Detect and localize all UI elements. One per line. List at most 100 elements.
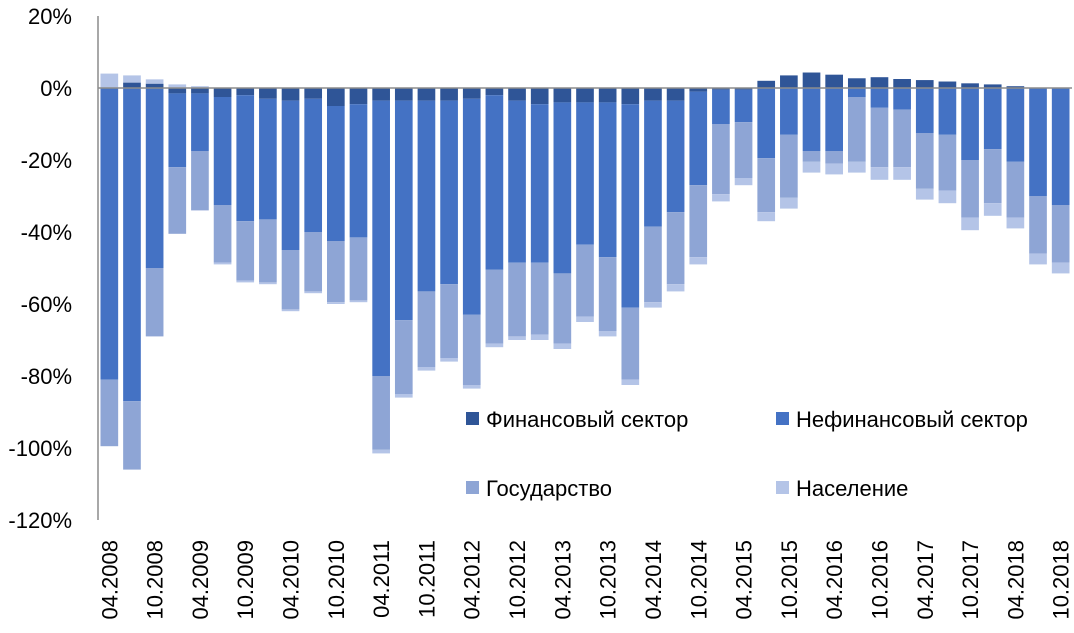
x-tick-label: 10.2010 [324, 540, 349, 620]
bar-07.2015-series-3 [757, 212, 776, 222]
bar-07.2012-series-1 [485, 95, 504, 270]
bar-04.2018-series-1 [1006, 88, 1025, 162]
bar-01.2018-series-0 [983, 84, 1002, 88]
bar-10.2011-series-0 [417, 88, 436, 101]
bar-04.2018-series-0 [1006, 86, 1025, 88]
y-tick-label: 0% [40, 76, 72, 101]
bar-10.2010-series-2 [327, 241, 345, 303]
bar-10.2009-series-1 [236, 95, 255, 222]
bar-01.2015-series-0 [712, 88, 730, 90]
bar-01.2011-series-2 [349, 237, 368, 301]
x-tick-label: 04.2017 [913, 540, 938, 620]
bar-10.2011-series-1 [417, 100, 436, 292]
bar-10.2014-series-1 [689, 91, 708, 186]
bar-01.2012-series-0 [440, 88, 458, 101]
bar-07.2017-series-3 [938, 190, 957, 204]
bar-07.2011-series-2 [394, 320, 413, 394]
bar-10.2013-series-2 [598, 257, 617, 331]
x-tick-label: 10.2011 [414, 540, 439, 618]
bar-07.2009-series-0 [213, 88, 232, 97]
bar-07.2016-series-0 [847, 78, 866, 88]
bar-07.2013-series-1 [576, 102, 594, 245]
bar-04.2016-series-0 [825, 74, 843, 88]
bar-04.2008-series-2 [100, 379, 119, 447]
bar-01.2018-series-1 [983, 88, 1002, 150]
bar-07.2012-series-3 [485, 343, 504, 348]
bar-04.2008-series-1 [100, 88, 119, 380]
bar-07.2008-series-3 [123, 75, 141, 83]
bar-07.2008-series-0 [123, 82, 141, 88]
bar-04.2011-series-2 [372, 376, 390, 450]
bar-01.2016-series-2 [802, 151, 821, 162]
x-tick-label: 10.2012 [505, 540, 530, 620]
bar-04.2014-series-2 [644, 226, 662, 303]
bar-10.2016-series-3 [870, 167, 889, 180]
bar-01.2012-series-3 [440, 358, 458, 362]
bar-10.2017-series-3 [961, 217, 979, 231]
bar-07.2008-series-1 [123, 88, 141, 402]
bar-01.2009-series-3 [168, 84, 187, 88]
bar-10.2015-series-0 [780, 75, 798, 88]
bar-01.2017-series-1 [893, 88, 911, 110]
bar-07.2011-series-3 [394, 394, 413, 398]
bar-07.2010-series-1 [304, 98, 323, 232]
bar-01.2013-series-1 [530, 104, 549, 263]
bar-01.2015-series-3 [712, 194, 730, 202]
bar-04.2013-series-0 [553, 88, 572, 103]
bar-07.2010-series-0 [304, 88, 323, 99]
x-tick-label: 04.2018 [1003, 540, 1028, 620]
legend: Финансовый сектор Нефинансовый сектор Госу… [466, 407, 1028, 501]
bar-01.2012-series-2 [440, 284, 458, 358]
bar-07.2013-series-0 [576, 88, 594, 103]
bar-01.2014-series-1 [621, 104, 640, 308]
y-tick-label: -20% [21, 148, 72, 173]
bar-04.2012-series-1 [462, 98, 481, 315]
bar-10.2014-series-3 [689, 257, 708, 265]
bar-01.2017-series-0 [893, 79, 911, 88]
bar-07.2014-series-0 [666, 88, 685, 101]
x-tick-label: 10.2015 [777, 540, 802, 620]
bar-04.2010-series-1 [281, 100, 300, 250]
bar-07.2010-series-3 [304, 291, 323, 294]
bar-10.2013-series-0 [598, 88, 617, 103]
bar-10.2015-series-1 [780, 88, 798, 135]
bar-01.2011-series-3 [349, 300, 368, 303]
bar-01.2015-series-1 [712, 89, 730, 124]
y-tick-label: -80% [21, 364, 72, 389]
bar-10.2018-series-2 [1051, 205, 1070, 263]
bar-10.2010-series-0 [327, 88, 345, 106]
bar-04.2009-series-1 [191, 93, 209, 151]
bar-01.2017-series-3 [893, 167, 911, 180]
bar-01.2016-series-3 [802, 161, 821, 173]
bar-01.2009-series-1 [168, 93, 187, 168]
bar-01.2010-series-0 [259, 88, 277, 99]
x-tick-label: 10.2017 [958, 540, 983, 620]
bar-10.2013-series-1 [598, 102, 617, 258]
bar-07.2011-series-1 [394, 100, 413, 321]
bar-07.2014-series-1 [666, 100, 685, 213]
bar-07.2012-series-2 [485, 269, 504, 344]
bar-01.2016-series-1 [802, 88, 821, 151]
x-tick-label: 04.2015 [732, 540, 757, 620]
bar-07.2017-series-2 [938, 134, 957, 191]
bar-04.2009-series-2 [191, 151, 209, 211]
bar-04.2009-series-3 [191, 86, 209, 88]
bar-04.2017-series-0 [915, 80, 934, 88]
bar-01.2016-series-0 [802, 72, 821, 88]
y-tick-label: 20% [28, 4, 72, 29]
bar-04.2014-series-3 [644, 302, 662, 308]
bar-04.2012-series-3 [462, 385, 481, 389]
bar-04.2018-series-2 [1006, 161, 1025, 218]
bar-04.2011-series-0 [372, 88, 390, 101]
bar-07.2018-series-1 [1029, 88, 1047, 196]
bar-04.2010-series-2 [281, 250, 300, 310]
x-tick-label: 04.2016 [822, 540, 847, 620]
x-tick-label: 10.2018 [1049, 540, 1074, 620]
bar-04.2012-series-0 [462, 88, 481, 99]
bar-01.2011-series-1 [349, 104, 368, 238]
bar-01.2018-series-2 [983, 149, 1002, 204]
x-tick-label: 10.2008 [143, 540, 168, 620]
bar-04.2015-series-3 [734, 178, 753, 186]
bar-01.2015-series-2 [712, 124, 730, 195]
bar-04.2011-series-1 [372, 100, 390, 376]
